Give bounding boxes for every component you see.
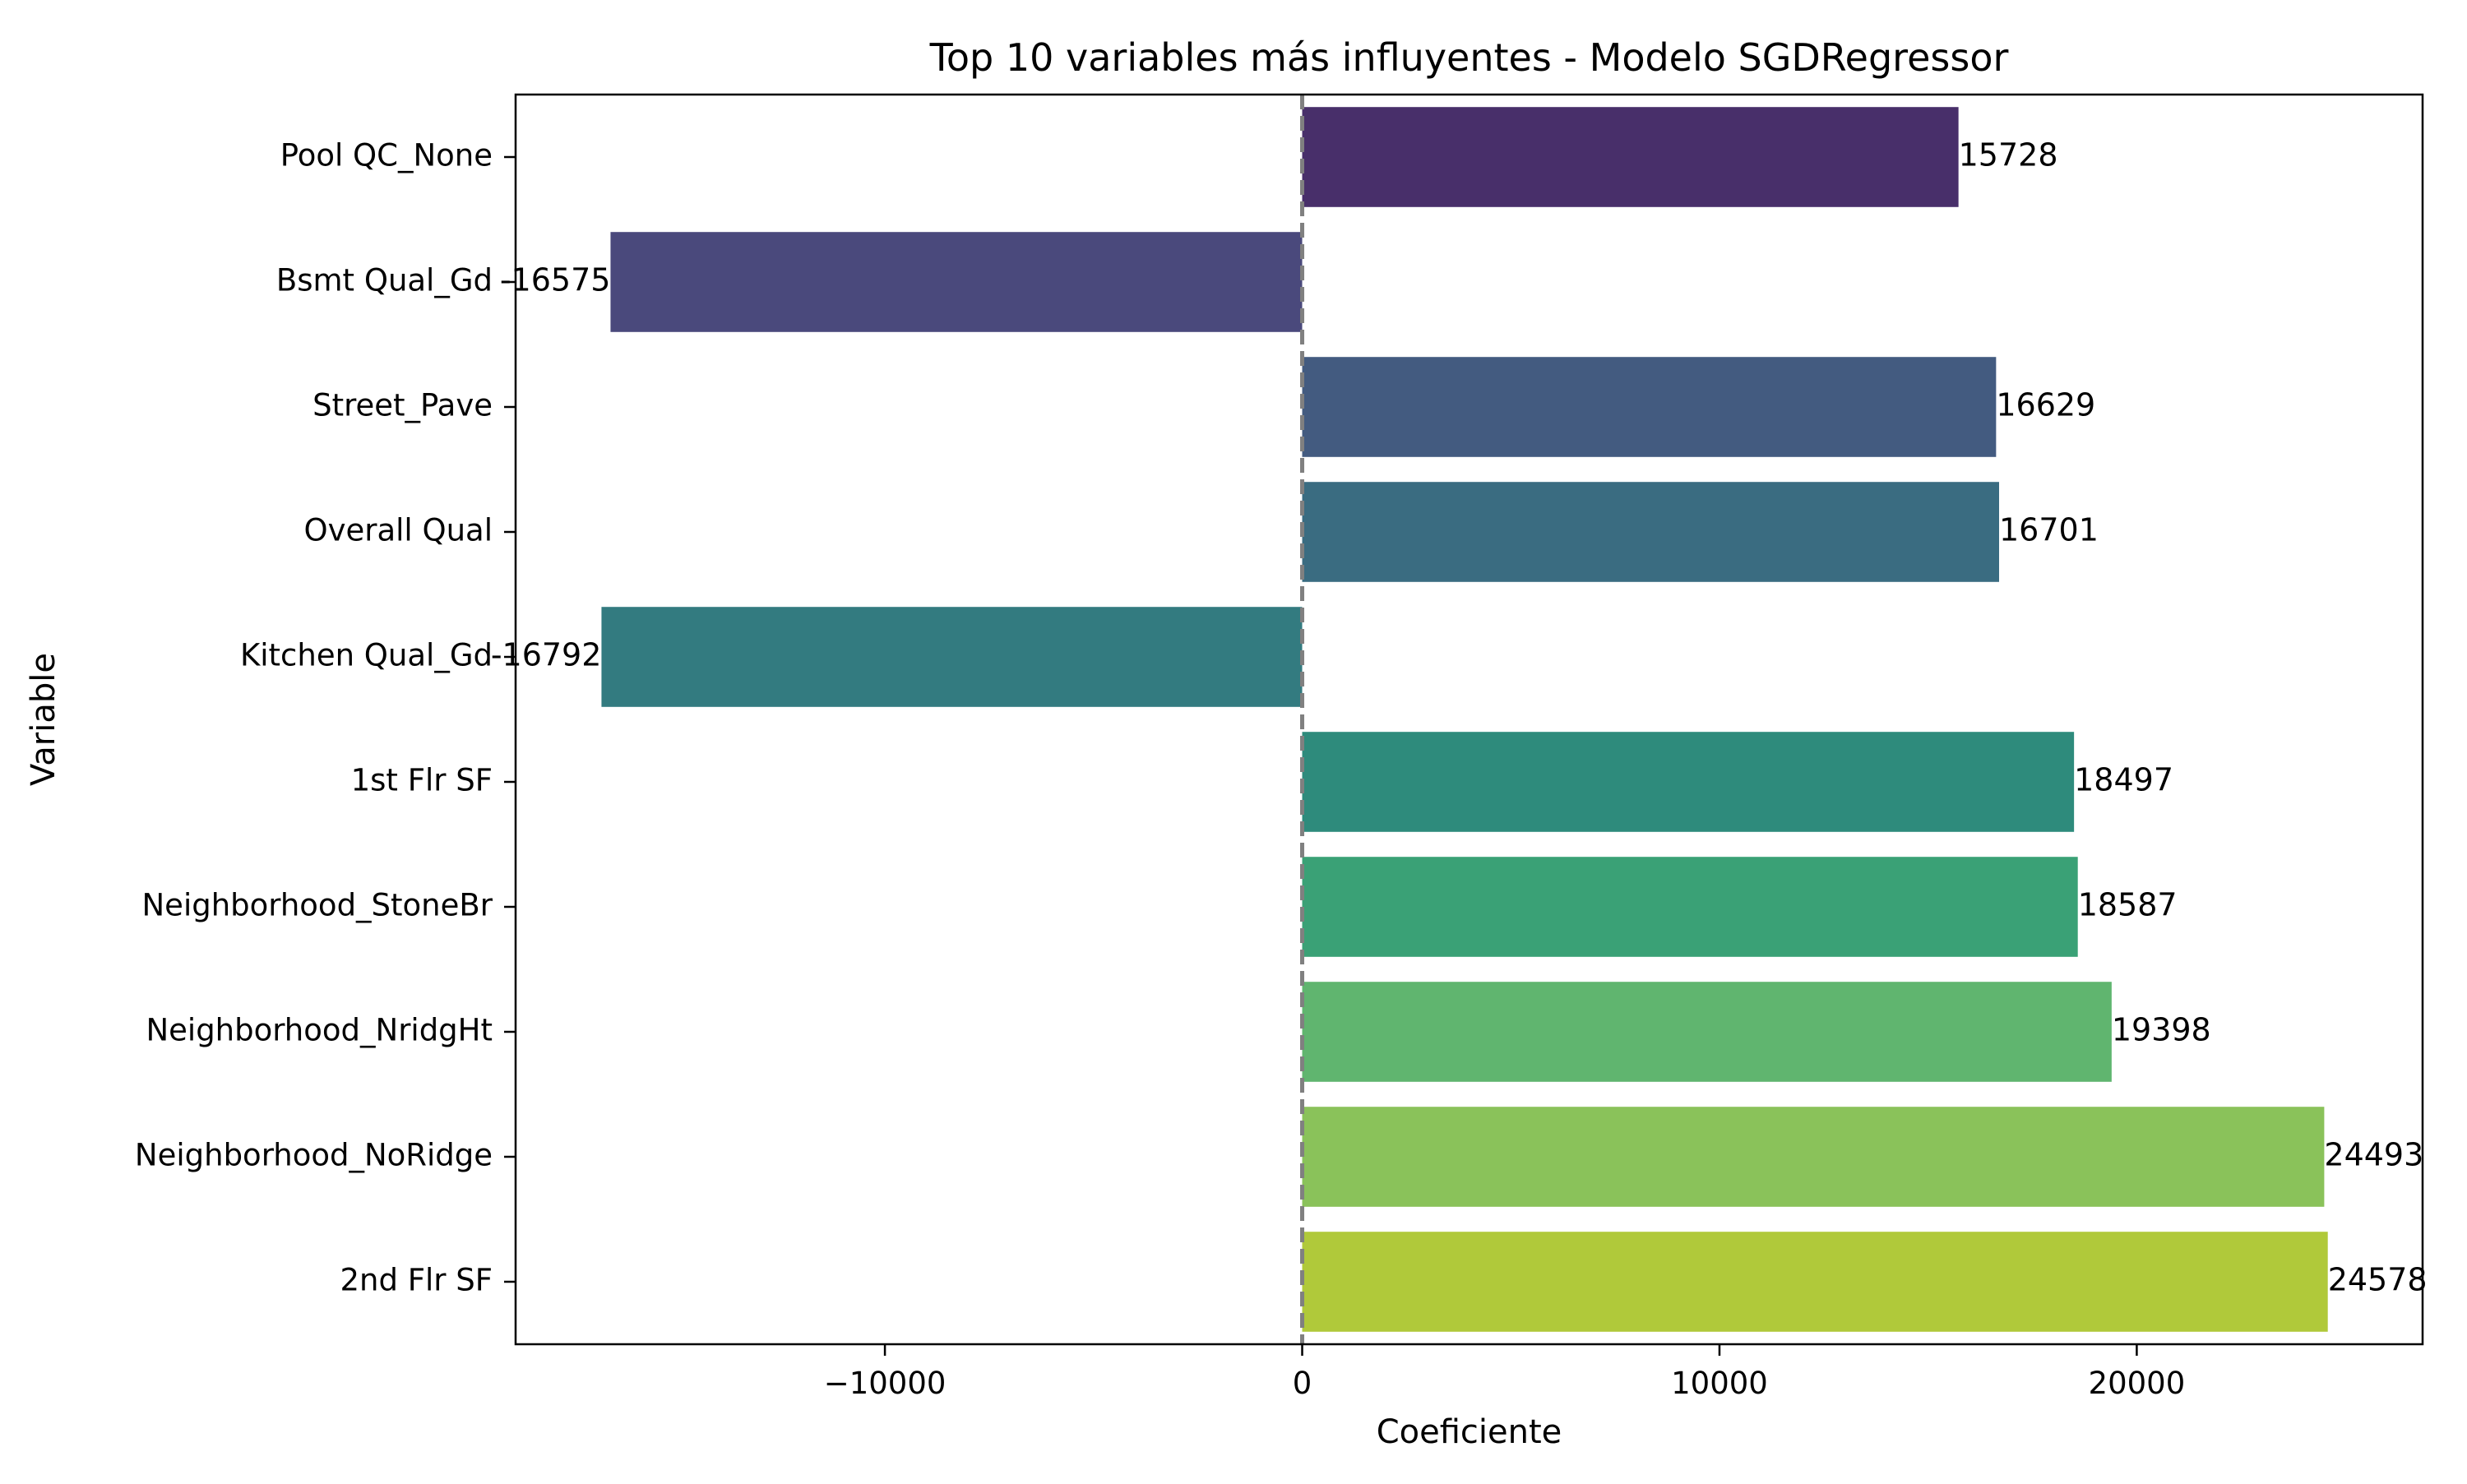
chart-title: Top 10 variables más influyentes - Model… <box>929 35 2009 80</box>
bar <box>1302 732 2075 832</box>
data-label: 16629 <box>1996 387 2095 423</box>
data-label: -16575 <box>500 262 611 298</box>
bar <box>1302 982 2112 1082</box>
x-axis-label: Coeficiente <box>1377 1413 1562 1451</box>
data-label: 18587 <box>2078 887 2178 923</box>
x-axis: −10000 0 10000 20000 <box>824 1344 2186 1401</box>
data-label: 24578 <box>2328 1262 2428 1298</box>
y-axis: Pool QC_None Bsmt Qual_Gd Street_Pave Overa… <box>135 138 516 1298</box>
bar <box>610 232 1303 332</box>
data-label: 24493 <box>2324 1137 2423 1173</box>
bar <box>1302 857 2078 957</box>
x-tick-label: −10000 <box>824 1366 947 1401</box>
data-label: 15728 <box>1959 137 2058 173</box>
bar <box>1302 357 1997 457</box>
y-tick-label: Pool QC_None <box>280 138 493 173</box>
y-tick-label: Neighborhood_NridgHt <box>146 1013 493 1048</box>
y-tick-label: Kitchen Qual_Gd <box>240 638 493 673</box>
x-tick-label: 10000 <box>1671 1366 1768 1401</box>
y-tick-label: Neighborhood_StoneBr <box>142 888 493 923</box>
plot-frame <box>514 93 2424 1346</box>
x-tick-label: 0 <box>1293 1366 1312 1401</box>
bars-layer <box>601 107 2328 1332</box>
y-tick-label: 1st Flr SF <box>351 763 493 798</box>
y-tick-label: Street_Pave <box>312 388 493 423</box>
bar <box>601 607 1303 707</box>
data-label: 19398 <box>2112 1012 2211 1048</box>
x-tick-label: 20000 <box>2089 1366 2186 1401</box>
y-tick-label: Bsmt Qual_Gd <box>276 263 493 298</box>
bar <box>1302 482 1999 582</box>
bar <box>1302 1232 2328 1332</box>
data-label: 16701 <box>1999 512 2099 548</box>
data-label: 18497 <box>2074 762 2173 798</box>
bar <box>1302 1107 2325 1207</box>
bar <box>1302 107 1959 207</box>
data-labels-layer: 15728 -16575 16629 16701 -16792 18497 18587 193… <box>491 137 2428 1298</box>
y-axis-label: Variable <box>25 653 62 786</box>
y-tick-label: Overall Qual <box>303 513 493 548</box>
data-label: -16792 <box>491 637 602 673</box>
y-tick-label: Neighborhood_NoRidge <box>135 1138 493 1173</box>
y-tick-label: 2nd Flr SF <box>340 1263 493 1298</box>
